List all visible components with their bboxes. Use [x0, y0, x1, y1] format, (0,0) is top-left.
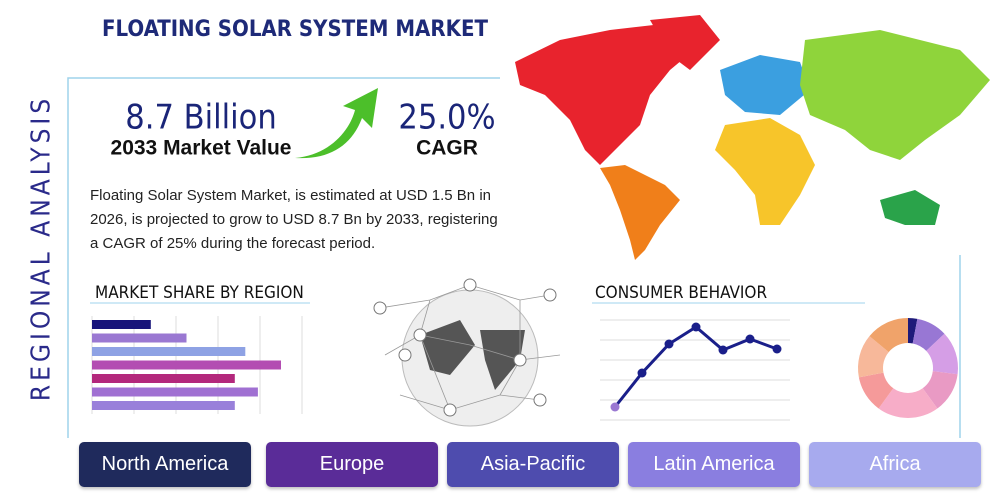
- donut-slice: [908, 318, 918, 344]
- region-tab[interactable]: Asia-Pacific: [447, 442, 619, 487]
- point: [745, 334, 755, 344]
- title: FLOATING SOLAR SYSTEM MARKET: [102, 17, 488, 42]
- donut-slice: [912, 318, 945, 351]
- side-label: REGIONAL ANALYSIS: [27, 95, 57, 401]
- bar: [92, 360, 281, 370]
- donut-slice: [926, 333, 958, 375]
- point: [772, 344, 782, 354]
- description: Floating Solar System Market, is estimat…: [90, 187, 498, 252]
- region-tab[interactable]: Africa: [809, 442, 981, 487]
- donut-slice: [858, 372, 894, 409]
- region-tab[interactable]: Europe: [266, 442, 438, 487]
- bar: [92, 333, 187, 343]
- point: [610, 402, 620, 412]
- donut-slice: [869, 318, 908, 353]
- bar: [92, 320, 151, 329]
- stat-value: 8.7 Billion: [125, 98, 276, 138]
- world-map: [515, 15, 990, 260]
- network-globe: [373, 278, 561, 427]
- bar: [92, 401, 235, 410]
- region-tab[interactable]: Latin America: [628, 442, 800, 487]
- frame: [67, 77, 500, 438]
- stat-label: 2033 Market Value: [111, 137, 292, 160]
- point: [637, 368, 647, 378]
- stat-label: CAGR: [416, 137, 478, 160]
- donut-slice: [922, 371, 958, 409]
- bar: [92, 347, 246, 356]
- point: [691, 322, 701, 332]
- region-tab[interactable]: North America: [79, 442, 251, 487]
- bar: [92, 387, 258, 397]
- bar: [92, 374, 235, 383]
- section-title: CONSUMER BEHAVIOR: [595, 283, 767, 303]
- donut-slice: [857, 336, 889, 378]
- section-title: MARKET SHARE BY REGION: [95, 283, 304, 303]
- stat-value: 25.0%: [398, 98, 495, 138]
- point: [718, 345, 728, 355]
- growth-arrow: [295, 88, 378, 159]
- donut-slice: [878, 388, 938, 418]
- point: [664, 339, 674, 349]
